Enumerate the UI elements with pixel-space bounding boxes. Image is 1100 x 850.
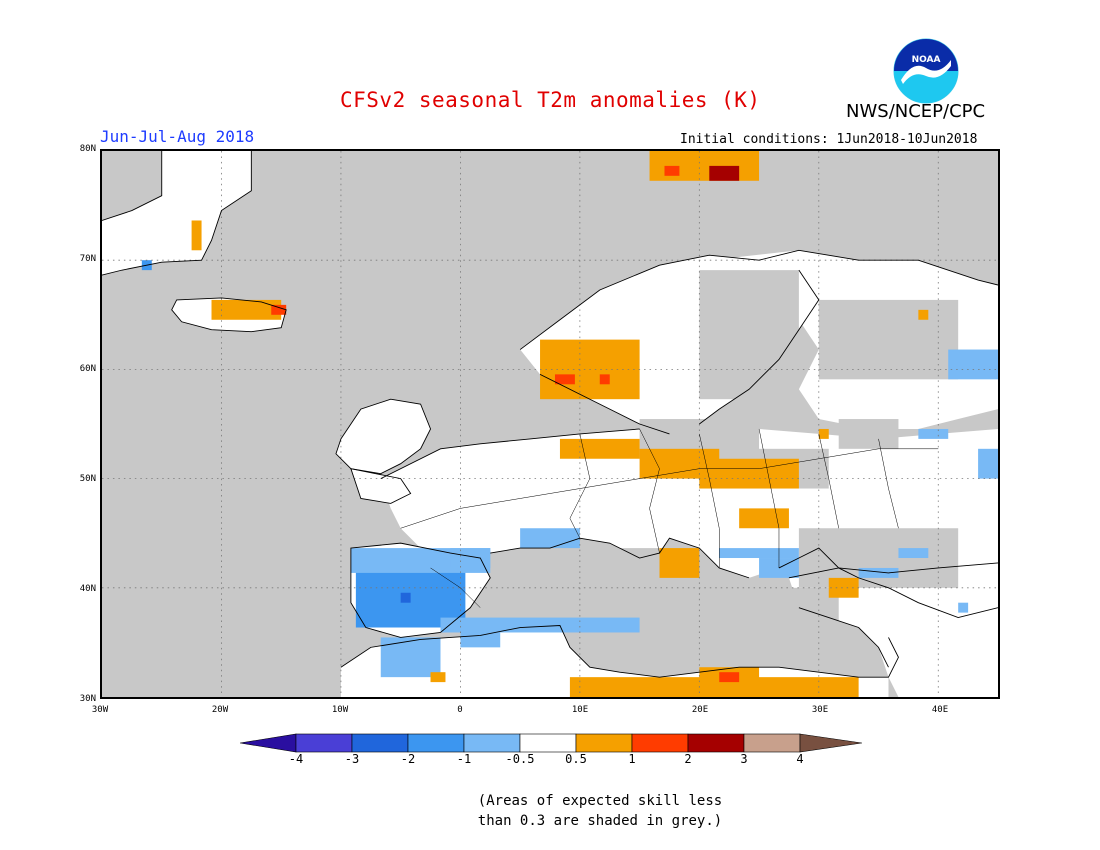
colorbar-label-m4: -4 <box>288 752 304 766</box>
colorbar-label-p05: 0.5 <box>565 752 587 766</box>
colorbar-seg-2-3 <box>687 733 745 753</box>
lat-label-70n: 70N <box>79 254 96 264</box>
noaa-logo-text: NOAA <box>912 55 941 65</box>
initial-conditions: Initial conditions: 1Jun2018-10Jun2018 <box>680 132 978 147</box>
skill-note: (Areas of expected skill less than 0.3 a… <box>470 791 730 831</box>
lon-label-0: 0 <box>457 705 463 715</box>
lon-label-30e: 30E <box>811 705 829 715</box>
colorbar-label-m1: -1 <box>456 752 472 766</box>
colorbar-label-p3: 3 <box>740 752 748 766</box>
colorbar <box>240 733 862 753</box>
lon-label-20e: 20E <box>691 705 709 715</box>
country-borders <box>400 428 939 608</box>
lat-label-40n: 40N <box>79 584 96 594</box>
colorbar-label-m2: -2 <box>400 752 416 766</box>
colorbar-label-p4: 4 <box>796 752 804 766</box>
colorbar-seg-lt-4 <box>240 733 297 753</box>
forecast-period: Jun-Jul-Aug 2018 <box>100 127 255 146</box>
skill-note-line-2: than 0.3 are shaded in grey.) <box>477 813 723 829</box>
colorbar-label-m3: -3 <box>344 752 360 766</box>
colorbar-seg-neutral <box>519 733 577 753</box>
noaa-logo-icon: NOAA <box>893 38 959 104</box>
lat-label-50n: 50N <box>79 474 96 484</box>
lon-label-10w: 10W <box>331 705 349 715</box>
lat-label-80n: 80N <box>79 144 96 154</box>
lat-label-60n: 60N <box>79 364 96 374</box>
lon-label-30w: 30W <box>91 705 109 715</box>
cool-anomalies <box>141 260 998 678</box>
lon-label-40e: 40E <box>931 705 949 715</box>
map-canvas <box>102 151 998 697</box>
coastlines <box>102 151 998 678</box>
colorbar-seg-05-1 <box>575 733 633 753</box>
colorbar-seg-1-05 <box>463 733 521 753</box>
anomaly-map <box>100 149 1000 699</box>
colorbar-seg-3-4 <box>743 733 801 753</box>
lat-label-30n: 30N <box>79 694 96 704</box>
lon-label-10e: 10E <box>571 705 589 715</box>
colorbar-seg-1-2 <box>631 733 689 753</box>
colorbar-seg-4-3 <box>295 733 353 753</box>
warm-anomalies <box>191 151 929 697</box>
lon-label-20w: 20W <box>211 705 229 715</box>
agency-label: NWS/NCEP/CPC <box>846 101 986 122</box>
colorbar-label-p1: 1 <box>628 752 636 766</box>
colorbar-seg-2-1 <box>407 733 465 753</box>
map-title: CFSv2 seasonal T2m anomalies (K) <box>340 88 761 112</box>
colorbar-label-m05: -0.5 <box>505 752 535 766</box>
skill-note-line-1: (Areas of expected skill less <box>477 793 723 809</box>
colorbar-label-p2: 2 <box>684 752 692 766</box>
colorbar-seg-3-2 <box>351 733 409 753</box>
colorbar-seg-gt-4 <box>799 733 862 753</box>
